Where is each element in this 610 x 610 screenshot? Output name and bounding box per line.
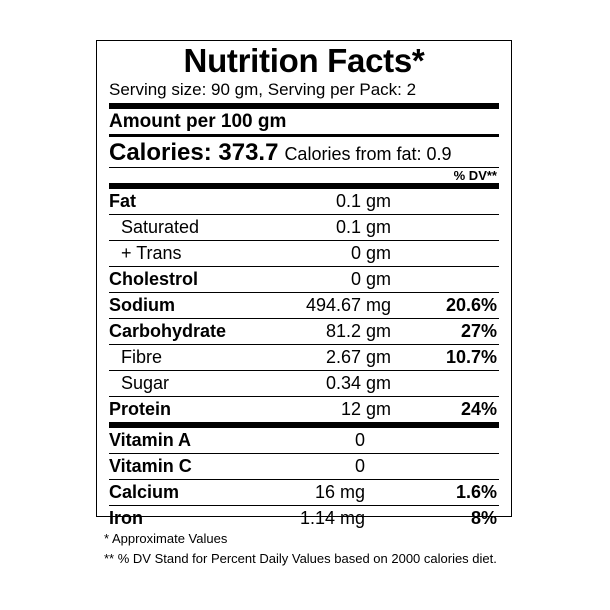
nutrient-name: Cholestrol	[109, 269, 199, 289]
calories-value: Calories: 373.7	[109, 139, 279, 166]
nutrient-dv: 27%	[460, 321, 497, 341]
nutrient-name: Fat	[109, 191, 136, 211]
nutrient-name: Saturated	[121, 217, 200, 237]
vitamin-dv: 8%	[470, 508, 497, 528]
nutrient-name: Protein	[109, 399, 172, 419]
nutrient-amount: 0.1 gm	[335, 217, 391, 237]
calories-row: Calories: 373.7 Calories from fat: 0.9	[109, 137, 499, 167]
vitamin-amount: 16 mg	[314, 482, 365, 502]
calories-from-fat: Calories from fat: 0.9	[284, 144, 452, 164]
dv-header: % DV**	[453, 168, 497, 183]
vitamin-name: Calcium	[109, 482, 180, 502]
vitamin-row-iron: Iron 1.14 mg 8%	[109, 505, 499, 531]
divider-thin	[109, 167, 499, 168]
nutrient-row-fibre: Fibre 2.67 gm 10.7%	[109, 344, 499, 370]
nutrient-name: Carbohydrate	[109, 321, 227, 341]
vitamin-name: Vitamin A	[109, 430, 192, 450]
nutrient-name: Fibre	[121, 347, 163, 367]
divider-thick	[109, 103, 499, 109]
nutrient-row-trans: + Trans 0 gm	[109, 240, 499, 266]
serving-size: Serving size: 90 gm, Serving per Pack: 2	[109, 80, 417, 99]
nutrient-name: + Trans	[121, 243, 182, 263]
vitamin-amount: 0	[354, 430, 365, 450]
nutrition-facts-panel: Nutrition Facts* Serving size: 90 gm, Se…	[96, 40, 512, 528]
nutrient-row-fat: Fat 0.1 gm	[109, 183, 499, 214]
nutrient-name: Sugar	[121, 373, 170, 393]
nutrient-row-carbohydrate: Carbohydrate 81.2 gm 27%	[109, 318, 499, 344]
nutrient-dv: 24%	[460, 399, 497, 419]
nutrient-row-saturated: Saturated 0.1 gm	[109, 214, 499, 240]
nutrient-amount: 0.34 gm	[325, 373, 391, 393]
divider-medium	[109, 134, 499, 137]
nutrient-row-cholestrol: Cholestrol 0 gm	[109, 266, 499, 292]
nutrient-amount: 494.67 mg	[305, 295, 391, 315]
vitamin-row-calcium: Calcium 16 mg 1.6%	[109, 479, 499, 505]
footnote-dv: ** % DV Stand for Percent Daily Values b…	[104, 551, 497, 566]
nutrient-name: Sodium	[109, 295, 175, 315]
nutrient-amount: 2.67 gm	[325, 347, 391, 367]
nutrient-row-sugar: Sugar 0.34 gm	[109, 370, 499, 396]
vitamin-dv: 1.6%	[455, 482, 497, 502]
vitamin-row-a: Vitamin A 0	[109, 422, 499, 453]
nutrition-title: Nutrition Facts*	[183, 42, 425, 79]
nutrient-row-sodium: Sodium 494.67 mg 20.6%	[109, 292, 499, 318]
vitamin-name: Vitamin C	[109, 456, 192, 476]
nutrient-amount: 0.1 gm	[335, 191, 391, 211]
nutrient-amount: 0 gm	[350, 269, 391, 289]
vitamin-amount: 0	[354, 456, 365, 476]
vitamin-amount: 1.14 mg	[299, 508, 365, 528]
nutrient-row-protein: Protein 12 gm 24%	[109, 396, 499, 422]
nutrient-amount: 81.2 gm	[325, 321, 391, 341]
vitamin-name: Iron	[109, 508, 143, 528]
nutrient-amount: 12 gm	[340, 399, 391, 419]
nutrient-dv: 20.6%	[445, 295, 497, 315]
amount-per: Amount per 100 gm	[109, 111, 287, 132]
footnote-approx: * Approximate Values	[104, 531, 228, 546]
vitamin-row-c: Vitamin C 0	[109, 453, 499, 479]
nutrient-dv: 10.7%	[445, 347, 497, 367]
nutrient-amount: 0 gm	[350, 243, 391, 263]
